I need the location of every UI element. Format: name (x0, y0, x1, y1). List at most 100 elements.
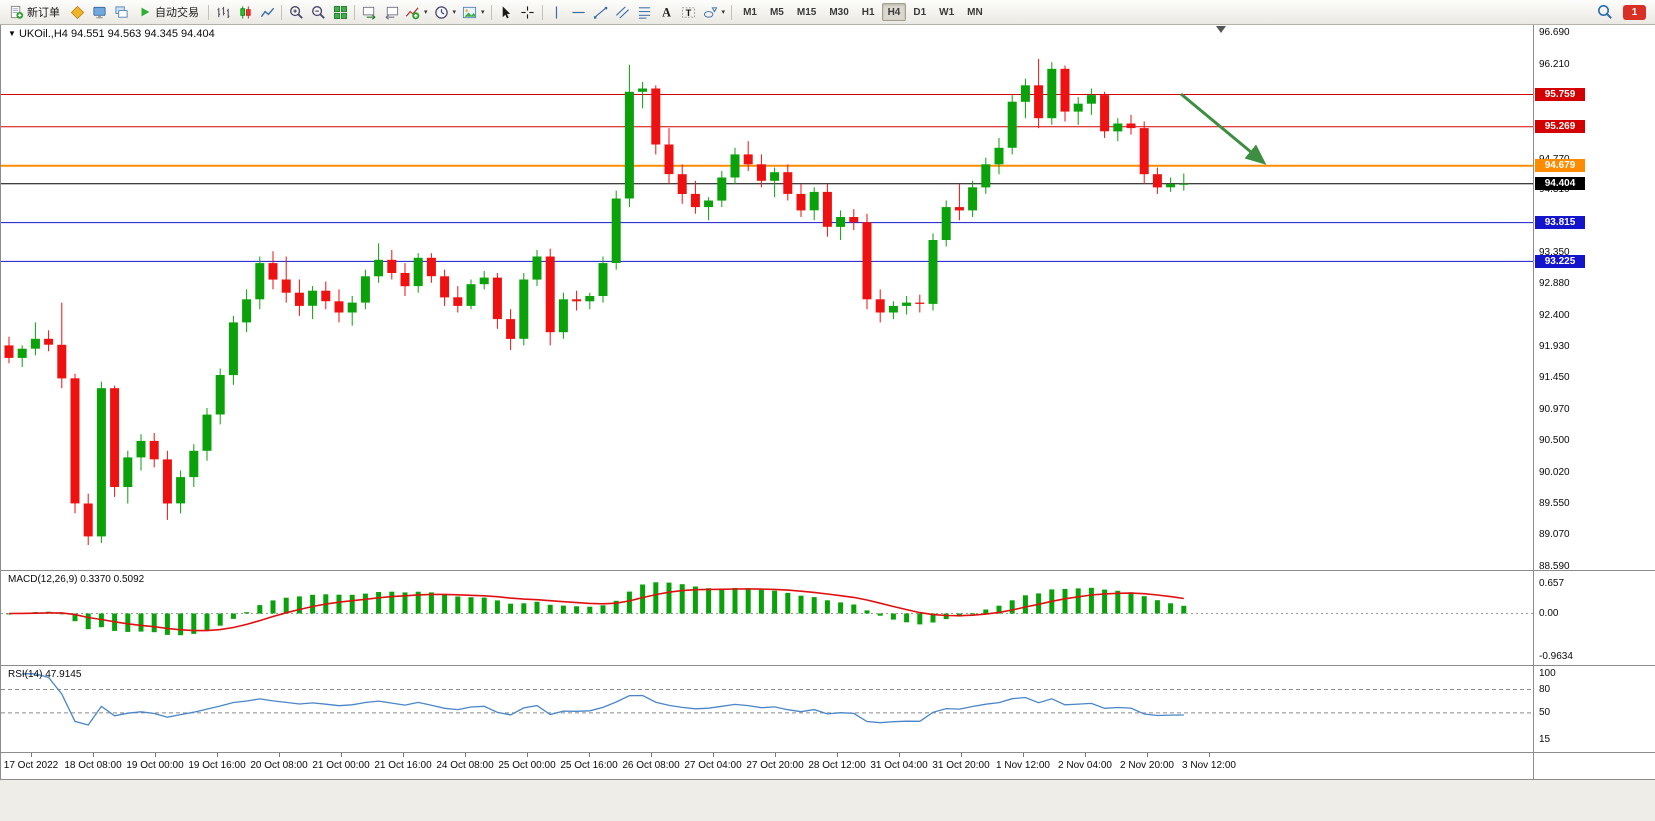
price-level-badge: 93.225 (1535, 254, 1585, 268)
line-chart-button[interactable] (256, 2, 278, 22)
chart-shift-marker (1216, 26, 1226, 33)
new-order-button[interactable]: 新订单 (3, 2, 66, 22)
rsi-panel-canvas[interactable] (1, 666, 1533, 752)
time-label: 27 Oct 04:00 (684, 760, 742, 771)
price-tick: 88.590 (1539, 560, 1570, 572)
toolbar-separator (208, 4, 209, 20)
time-label: 18 Oct 08:00 (64, 760, 122, 771)
toolbar-separator (354, 4, 355, 20)
fibonacci-button[interactable] (634, 2, 656, 22)
trendline-icon (593, 6, 608, 19)
timeframe-w1-button[interactable]: W1 (933, 3, 960, 21)
cursor-button[interactable] (495, 2, 517, 22)
time-tick (527, 753, 528, 757)
time-tick (465, 753, 466, 757)
chart-symbol-label: ▼ UKOil.,H4 94.551 94.563 94.345 94.404 (8, 28, 215, 40)
panel-separator[interactable] (1, 570, 1655, 571)
timeframe-m1-button[interactable]: M1 (737, 3, 763, 21)
equidistant-channel-button[interactable] (612, 2, 634, 22)
macd-histogram (6, 582, 1187, 636)
add-indicator-button[interactable]: ▾ (402, 2, 431, 22)
time-label: 1 Nov 12:00 (996, 760, 1050, 771)
vertical-line-button[interactable] (546, 2, 568, 22)
price-tick: 93.350 (1539, 247, 1570, 259)
toolbar-separator (731, 4, 733, 20)
crosshair-button[interactable] (517, 2, 539, 22)
market-watch-icon (70, 5, 84, 19)
navigator-button[interactable] (88, 2, 110, 22)
rsi-tick: 80 (1539, 683, 1551, 695)
level-lines[interactable] (1, 94, 1533, 262)
new-order-label: 新订单 (27, 7, 60, 19)
time-label: 19 Oct 00:00 (126, 760, 184, 771)
auto-trading-button[interactable]: 自动交易 (132, 2, 205, 22)
time-tick (961, 753, 962, 757)
price-tick: 90.020 (1539, 466, 1570, 478)
tile-windows-button[interactable] (329, 2, 351, 22)
price-level-badge: 93.815 (1535, 216, 1585, 230)
chart-shift-button[interactable] (380, 2, 402, 22)
price-level-badge: 94.679 (1535, 159, 1585, 173)
search-button[interactable] (1594, 2, 1616, 22)
time-label: 26 Oct 08:00 (622, 760, 680, 771)
price-tick: 90.970 (1539, 404, 1570, 415)
time-tick (1023, 753, 1024, 757)
trendline-button[interactable] (590, 2, 612, 22)
price-axis[interactable]: 96.69096.21095.73095.25094.77094.31093.8… (1534, 24, 1655, 779)
shapes-icon (703, 6, 717, 18)
zoom-in-button[interactable] (285, 2, 307, 22)
zoom-out-button[interactable] (307, 2, 329, 22)
text-label-button[interactable]: T (678, 2, 700, 22)
price-tick: 90.500 (1539, 434, 1570, 446)
candlestick-chart-button[interactable] (234, 2, 256, 22)
time-label: 25 Oct 00:00 (498, 760, 556, 771)
bar-chart-button[interactable] (212, 2, 234, 22)
time-tick (279, 753, 280, 757)
time-tick (713, 753, 714, 757)
macd-panel-canvas[interactable] (1, 571, 1533, 665)
chart-shift-icon (385, 6, 398, 20)
price-tick: 92.400 (1539, 309, 1570, 321)
time-label: 31 Oct 04:00 (870, 760, 928, 771)
timeframe-h1-button[interactable]: H1 (856, 3, 881, 21)
rsi-tick: 15 (1539, 734, 1551, 746)
timeframe-m5-button[interactable]: M5 (764, 3, 790, 21)
panel-separator (1, 752, 1655, 753)
time-tick (217, 753, 218, 757)
timeframe-mn-button[interactable]: MN (961, 3, 989, 21)
time-tick (155, 753, 156, 757)
symbol-collapse-icon[interactable]: ▼ (8, 29, 16, 38)
time-label: 21 Oct 16:00 (374, 760, 432, 771)
horizontal-line-button[interactable] (568, 2, 590, 22)
axis-separator (1533, 24, 1534, 779)
panel-separator[interactable] (1, 665, 1655, 666)
auto-scroll-button[interactable] (358, 2, 380, 22)
timeframe-h4-button[interactable]: H4 (881, 3, 907, 21)
toolbar-separator (490, 4, 492, 20)
annotation-arrow[interactable] (1180, 92, 1267, 165)
time-label: 27 Oct 20:00 (746, 760, 804, 771)
notification-badge[interactable]: 1 (1623, 4, 1646, 20)
text-button[interactable]: A (656, 2, 678, 22)
tile-windows-icon (333, 5, 347, 19)
market-watch-button[interactable] (66, 2, 88, 22)
arrows-shapes-button[interactable]: ▾ (700, 2, 729, 22)
toolbar-separator (281, 4, 282, 20)
window-bottom-strip (0, 780, 1655, 821)
rsi-tick: 100 (1539, 667, 1556, 679)
time-label: 28 Oct 12:00 (808, 760, 866, 771)
templates-button[interactable]: ▾ (459, 2, 488, 22)
time-tick (775, 753, 776, 757)
time-label: 2 Nov 04:00 (1058, 760, 1112, 771)
time-tick (1147, 753, 1148, 757)
time-axis[interactable]: 17 Oct 2022 18 Oct 08:00 19 Oct 00:00 19 Oc… (1, 753, 1533, 779)
timeframe-m30-button[interactable]: M30 (823, 3, 854, 21)
terminal-button[interactable] (110, 2, 132, 22)
price-chart-canvas[interactable] (1, 24, 1533, 570)
bar-chart-icon (217, 6, 229, 18)
timeframe-m15-button[interactable]: M15 (791, 3, 822, 21)
chevron-down-icon: ▾ (424, 8, 428, 16)
timeframe-d1-button[interactable]: D1 (907, 3, 932, 21)
periods-button[interactable]: ▾ (431, 2, 460, 22)
